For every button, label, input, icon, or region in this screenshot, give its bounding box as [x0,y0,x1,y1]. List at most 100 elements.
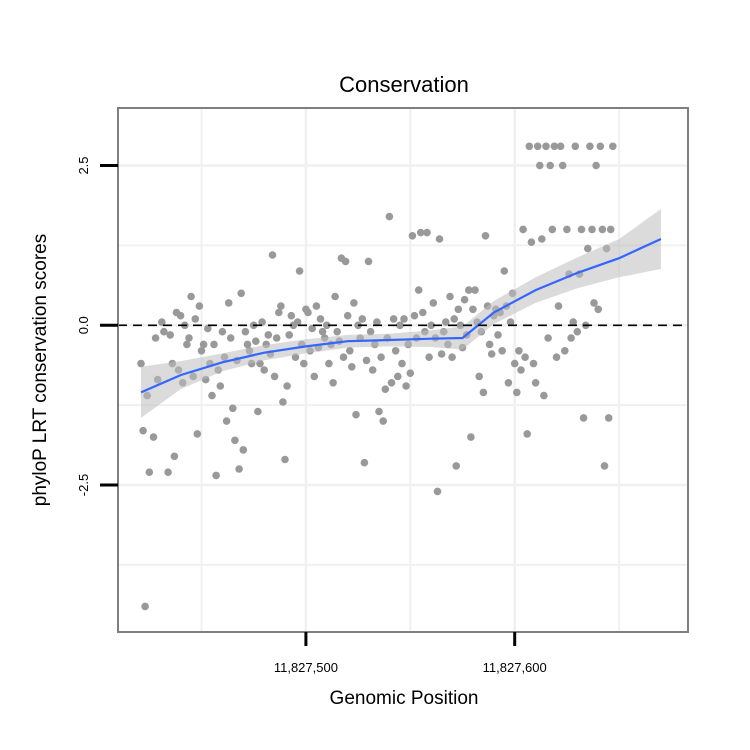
data-point [485,340,494,349]
data-point [460,295,469,304]
data-point [310,372,319,381]
data-point [396,321,404,330]
data-point [304,308,312,317]
data-point [592,161,600,170]
data-point [346,347,354,355]
data-point [379,417,388,425]
data-point [368,366,377,374]
data-point [258,318,266,326]
data-point [333,327,342,336]
data-point [504,379,513,387]
data-point [606,225,615,234]
data-point [277,302,285,310]
data-point [510,359,519,368]
data-point [318,327,327,336]
data-point [377,353,385,362]
data-point [360,458,369,467]
data-point [283,382,291,390]
data-point [254,407,262,416]
data-point [454,305,463,314]
data-point [224,299,233,307]
data-point [471,286,479,294]
panel-border [117,107,689,633]
y-tick-label: -2.5 [76,474,91,496]
data-point [552,353,561,362]
data-point [389,315,398,323]
data-point [300,359,308,368]
data-point [419,308,427,317]
data-point [429,299,438,307]
data-point [594,305,602,314]
y-axis-label: phyloP LRT conservation scores [30,234,51,507]
data-point [584,244,592,253]
data-point [536,161,544,170]
data-point [231,436,239,445]
data-point [375,407,383,416]
data-point [325,359,333,368]
data-point [481,232,490,240]
data-point [350,299,358,307]
data-point [550,142,559,151]
data-point [339,353,348,362]
data-point [410,311,419,320]
data-point [567,334,575,342]
x-tick-label: 11,827,600 [483,660,547,675]
data-point [185,334,193,342]
data-point [479,388,488,397]
data-point [295,267,304,275]
data-point [308,324,317,333]
data-point [577,225,586,234]
data-point [141,602,149,611]
data-point [588,225,596,234]
data-point [546,161,554,170]
data-point [187,292,195,301]
data-point [343,311,352,320]
data-point [544,334,552,342]
data-point [176,311,185,320]
data-point [394,372,402,381]
data-point [385,212,394,221]
data-point [235,465,243,473]
data-point [381,385,390,394]
data-point [525,142,534,151]
data-point [506,318,515,326]
data-point [358,315,367,323]
data-point [193,430,202,438]
data-point [450,315,459,323]
data-point [151,334,160,342]
data-point [554,302,563,310]
data-point [569,318,577,326]
data-point [586,142,594,151]
data-point [160,327,168,336]
data-point [229,404,237,413]
data-point [467,433,475,441]
data-point [540,391,548,400]
data-point [517,366,525,374]
data-point [260,366,269,374]
data-point [556,142,565,151]
data-point [600,462,609,470]
data-point [352,410,360,419]
plot-area: 11,827,500 11,827,600 2.5 0.0 -2.5 [76,107,689,675]
data-point [329,379,337,387]
data-point [538,235,546,243]
chart-title: Conservation [339,72,469,97]
data-point [364,257,373,266]
data-point [331,292,339,301]
data-point [452,462,461,470]
data-point [208,391,216,400]
data-point [442,318,450,326]
data-point [362,356,371,365]
data-point [475,372,484,381]
data-point [183,340,191,349]
data-point [281,455,289,464]
data-point [558,161,567,170]
data-point [239,446,248,454]
data-point [519,225,527,234]
data-point [366,327,375,336]
x-axis-label: Genomic Position [330,688,479,709]
data-point [293,318,302,326]
data-point [414,286,423,294]
data-point [609,142,617,151]
